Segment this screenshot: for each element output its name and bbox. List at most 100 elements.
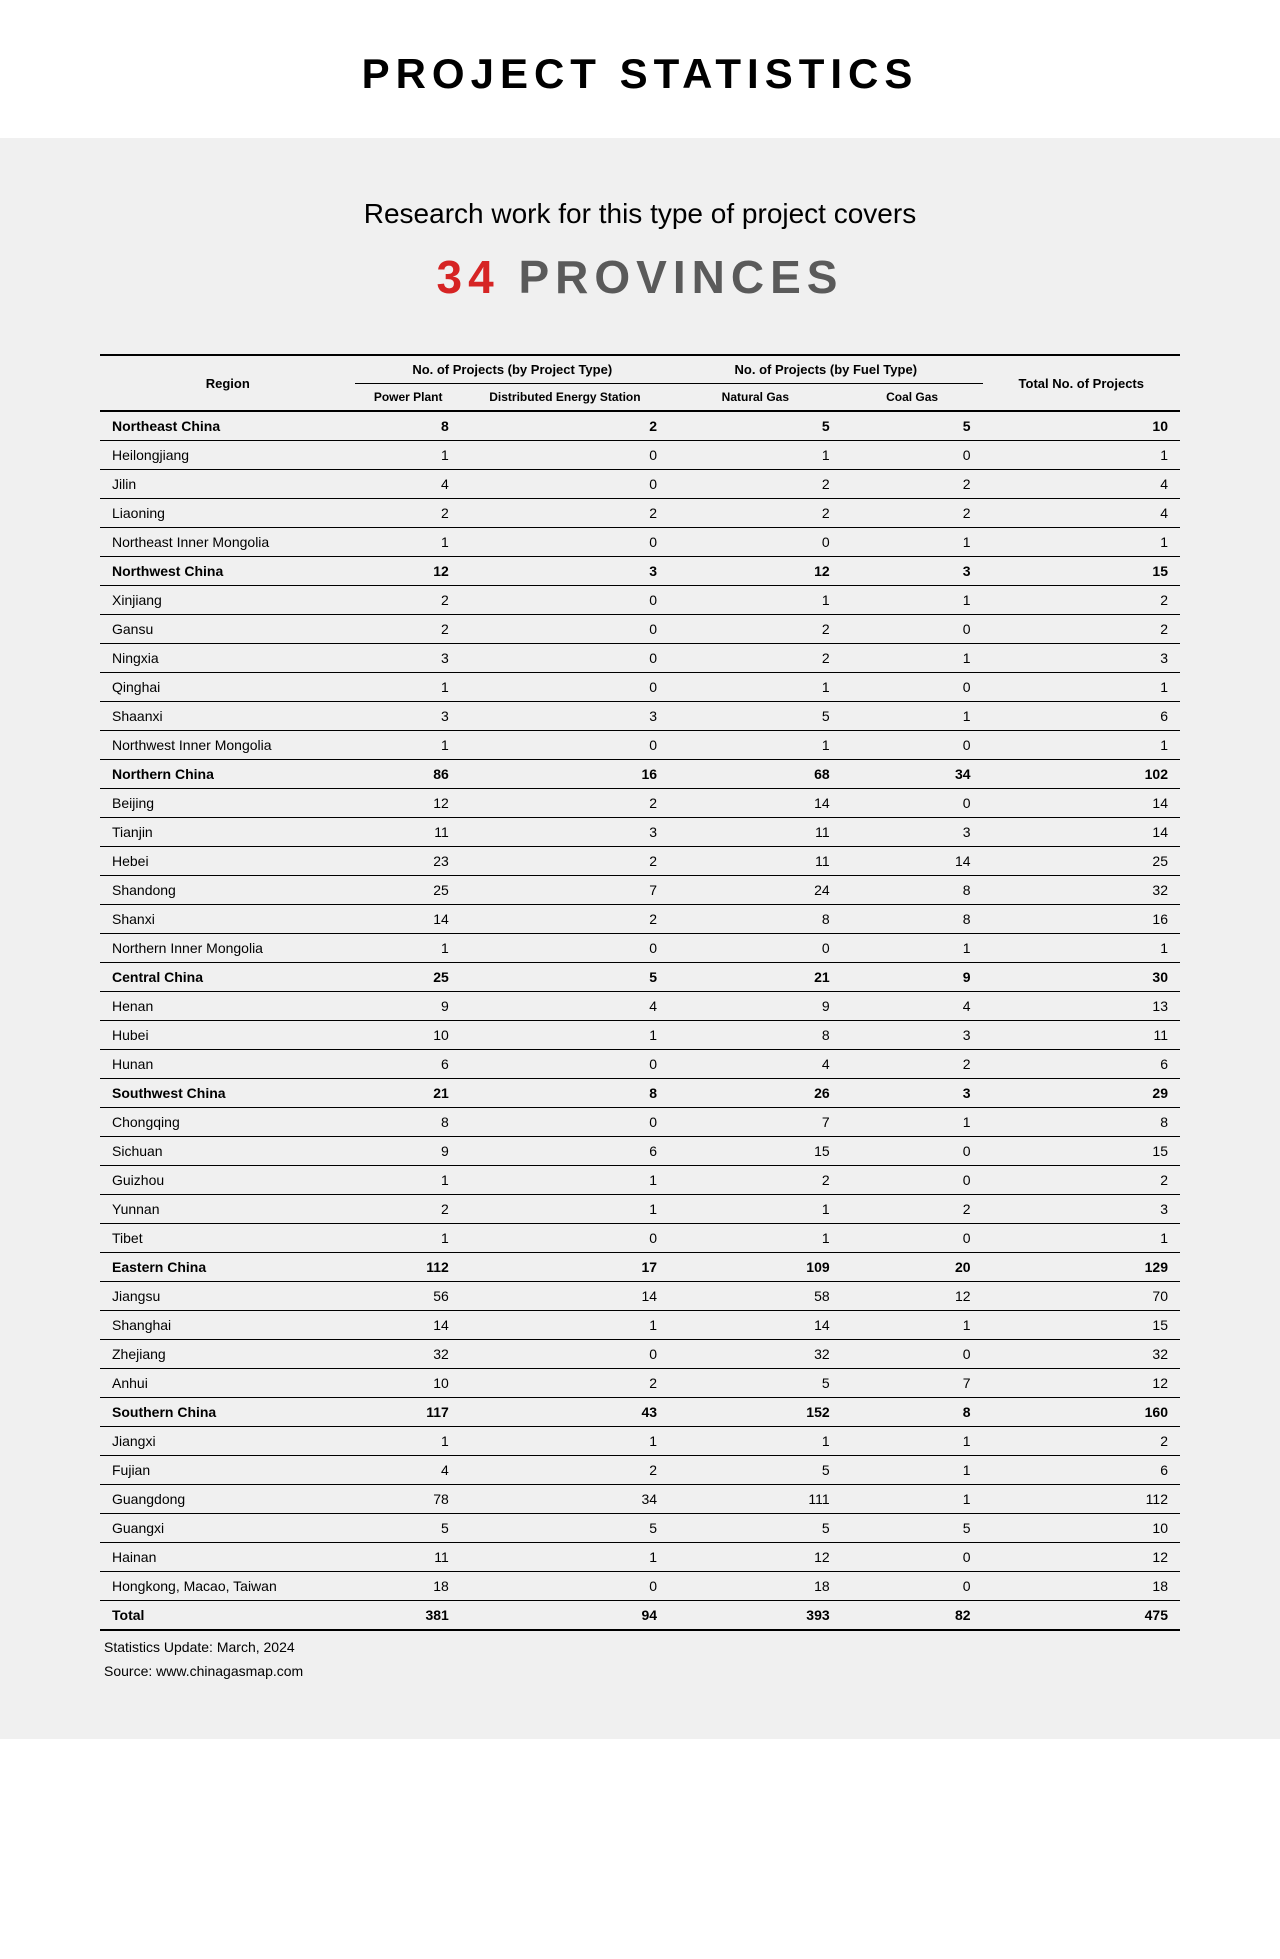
cell-coal-gas: 0 — [842, 789, 983, 818]
cell-coal-gas: 3 — [842, 1079, 983, 1108]
cell-total: 1 — [983, 934, 1180, 963]
cell-coal-gas: 5 — [842, 411, 983, 441]
cell-coal-gas: 82 — [842, 1601, 983, 1631]
table-row: Northern Inner Mongolia10011 — [100, 934, 1180, 963]
cell-distributed-energy: 2 — [461, 905, 669, 934]
cell-natural-gas: 11 — [669, 818, 842, 847]
cell-coal-gas: 0 — [842, 1166, 983, 1195]
table-row: Tibet10101 — [100, 1224, 1180, 1253]
cell-natural-gas: 0 — [669, 934, 842, 963]
table-body: Northeast China825510Heilongjiang10101Ji… — [100, 411, 1180, 1630]
cell-region: Tianjin — [100, 818, 355, 847]
cell-region: Jiangxi — [100, 1427, 355, 1456]
cell-total: 14 — [983, 789, 1180, 818]
table-row: Liaoning22224 — [100, 499, 1180, 528]
cell-total: 1 — [983, 1224, 1180, 1253]
cell-total: 12 — [983, 1543, 1180, 1572]
table-row: Gansu20202 — [100, 615, 1180, 644]
cell-distributed-energy: 0 — [461, 470, 669, 499]
table-row: Hebei232111425 — [100, 847, 1180, 876]
cell-region: Southwest China — [100, 1079, 355, 1108]
cell-distributed-energy: 1 — [461, 1021, 669, 1050]
cell-coal-gas: 5 — [842, 1514, 983, 1543]
cell-region: Shanxi — [100, 905, 355, 934]
cell-total: 15 — [983, 557, 1180, 586]
cell-total: 1 — [983, 731, 1180, 760]
cell-natural-gas: 2 — [669, 499, 842, 528]
table-row: Heilongjiang10101 — [100, 441, 1180, 470]
cell-power-plant: 381 — [355, 1601, 460, 1631]
col-total: Total No. of Projects — [983, 355, 1180, 411]
cell-distributed-energy: 2 — [461, 1369, 669, 1398]
cell-natural-gas: 5 — [669, 1369, 842, 1398]
cell-distributed-energy: 0 — [461, 1108, 669, 1137]
table-row: Ningxia30213 — [100, 644, 1180, 673]
table-row: Guangdong78341111112 — [100, 1485, 1180, 1514]
table-row: Northeast China825510 — [100, 411, 1180, 441]
table-row: Guizhou11202 — [100, 1166, 1180, 1195]
cell-distributed-energy: 2 — [461, 789, 669, 818]
cell-total: 2 — [983, 1166, 1180, 1195]
table-row: Tianjin11311314 — [100, 818, 1180, 847]
cell-distributed-energy: 4 — [461, 992, 669, 1021]
cell-coal-gas: 9 — [842, 963, 983, 992]
cell-natural-gas: 32 — [669, 1340, 842, 1369]
subtitle: Research work for this type of project c… — [100, 198, 1180, 230]
cell-region: Jiangsu — [100, 1282, 355, 1311]
cell-distributed-energy: 2 — [461, 411, 669, 441]
cell-region: Heilongjiang — [100, 441, 355, 470]
cell-region: Gansu — [100, 615, 355, 644]
cell-region: Fujian — [100, 1456, 355, 1485]
cell-natural-gas: 8 — [669, 905, 842, 934]
cell-total: 3 — [983, 1195, 1180, 1224]
table-row: Southwest China21826329 — [100, 1079, 1180, 1108]
cell-total: 1 — [983, 673, 1180, 702]
cell-region: Chongqing — [100, 1108, 355, 1137]
cell-region: Total — [100, 1601, 355, 1631]
table-row: Northern China86166834102 — [100, 760, 1180, 789]
cell-natural-gas: 15 — [669, 1137, 842, 1166]
cell-natural-gas: 14 — [669, 789, 842, 818]
cell-total: 30 — [983, 963, 1180, 992]
province-count-line: 34 PROVINCES — [100, 250, 1180, 304]
cell-coal-gas: 1 — [842, 1311, 983, 1340]
cell-distributed-energy: 3 — [461, 702, 669, 731]
cell-power-plant: 23 — [355, 847, 460, 876]
cell-power-plant: 1 — [355, 1224, 460, 1253]
cell-coal-gas: 0 — [842, 1340, 983, 1369]
cell-power-plant: 25 — [355, 876, 460, 905]
cell-natural-gas: 1 — [669, 1195, 842, 1224]
cell-total: 2 — [983, 586, 1180, 615]
cell-coal-gas: 1 — [842, 1427, 983, 1456]
cell-region: Hunan — [100, 1050, 355, 1079]
cell-distributed-energy: 2 — [461, 847, 669, 876]
cell-region: Guangxi — [100, 1514, 355, 1543]
cell-power-plant: 11 — [355, 1543, 460, 1572]
cell-natural-gas: 9 — [669, 992, 842, 1021]
cell-natural-gas: 7 — [669, 1108, 842, 1137]
cell-region: Guangdong — [100, 1485, 355, 1514]
cell-power-plant: 1 — [355, 731, 460, 760]
cell-total: 112 — [983, 1485, 1180, 1514]
cell-distributed-energy: 14 — [461, 1282, 669, 1311]
cell-total: 475 — [983, 1601, 1180, 1631]
cell-power-plant: 112 — [355, 1253, 460, 1282]
cell-natural-gas: 18 — [669, 1572, 842, 1601]
cell-region: Northeast Inner Mongolia — [100, 528, 355, 557]
cell-natural-gas: 0 — [669, 528, 842, 557]
cell-natural-gas: 1 — [669, 586, 842, 615]
cell-natural-gas: 109 — [669, 1253, 842, 1282]
cell-coal-gas: 0 — [842, 1224, 983, 1253]
cell-natural-gas: 1 — [669, 1427, 842, 1456]
cell-distributed-energy: 0 — [461, 586, 669, 615]
table-row: Hainan11112012 — [100, 1543, 1180, 1572]
col-region: Region — [100, 355, 355, 411]
cell-distributed-energy: 3 — [461, 818, 669, 847]
cell-coal-gas: 8 — [842, 905, 983, 934]
cell-region: Northwest China — [100, 557, 355, 586]
col-coal-gas: Coal Gas — [842, 384, 983, 412]
cell-power-plant: 3 — [355, 702, 460, 731]
cell-natural-gas: 26 — [669, 1079, 842, 1108]
cell-coal-gas: 4 — [842, 992, 983, 1021]
cell-region: Shaanxi — [100, 702, 355, 731]
